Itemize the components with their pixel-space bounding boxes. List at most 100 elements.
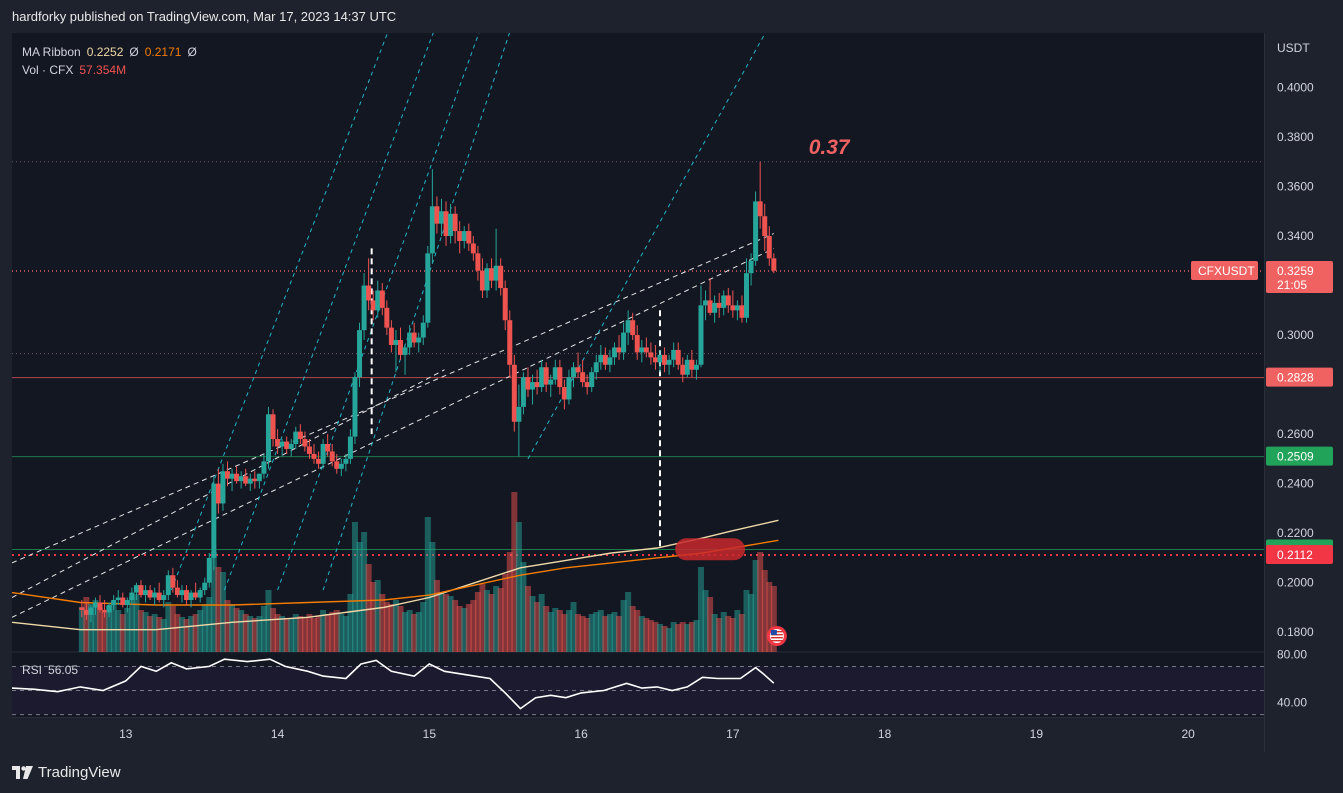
volume-bar	[748, 594, 755, 652]
candle-body	[224, 471, 230, 479]
volume-bar	[484, 590, 491, 652]
time-tick-label: 19	[1030, 727, 1044, 741]
phi-icon: Ø	[129, 45, 139, 59]
candle-body	[771, 258, 777, 271]
candle-body	[584, 382, 590, 388]
candle-body	[489, 268, 495, 281]
candle-body	[161, 595, 167, 601]
candle-body	[707, 300, 713, 313]
candle-body	[502, 288, 508, 321]
candle-body	[748, 260, 754, 274]
volume-bar	[383, 602, 390, 652]
candle-body	[97, 602, 103, 610]
volume-bar	[470, 600, 477, 652]
price-axis-countdown: 21:05	[1277, 278, 1307, 292]
volume-bar	[543, 606, 550, 652]
volume-bar	[629, 606, 636, 652]
volume-bar	[142, 612, 149, 652]
volume-bar	[260, 606, 267, 652]
candle-body	[507, 320, 513, 365]
price-tick-label: 0.2000	[1277, 576, 1314, 590]
candle-body	[393, 340, 399, 345]
volume-bar	[420, 602, 427, 652]
volume-bar	[529, 596, 536, 652]
candle-body	[757, 201, 763, 217]
tradingview-logo-icon	[12, 765, 33, 779]
volume-bar	[219, 572, 226, 652]
volume-bar	[174, 614, 181, 652]
volume-bar	[556, 610, 563, 652]
candle-body	[730, 305, 736, 311]
volume-bar	[688, 622, 695, 652]
time-axis[interactable]	[12, 717, 1264, 752]
price-axis-label: 0.2509	[1277, 450, 1314, 464]
candle-body	[639, 347, 645, 353]
volume-bar	[761, 570, 768, 652]
volume-bar	[652, 622, 659, 652]
candle-body	[611, 347, 617, 358]
trend-line	[223, 33, 434, 591]
volume-bar	[534, 602, 541, 652]
volume-bar	[233, 608, 240, 652]
candle-body	[111, 600, 117, 605]
volume-bar	[110, 602, 117, 652]
trend-line	[170, 33, 389, 591]
ma-ribbon-legend[interactable]: MA Ribbon 0.2252 Ø 0.2171 Ø	[22, 43, 197, 61]
volume-bar	[279, 616, 286, 652]
candle-body	[716, 302, 722, 308]
candle-body	[361, 285, 367, 331]
volume-bar	[738, 614, 745, 652]
candle-body	[443, 211, 449, 237]
candle-body	[680, 364, 686, 375]
candle-body	[397, 340, 403, 355]
candle-body	[525, 377, 531, 390]
volume-bar	[502, 574, 509, 652]
candle-body	[143, 590, 149, 596]
volume-legend[interactable]: Vol · CFX 57.354M	[22, 61, 197, 79]
candle-body	[593, 362, 599, 373]
rsi-legend[interactable]: RSI 56.05	[22, 663, 78, 677]
volume-bar	[684, 624, 691, 652]
time-tick-label: 15	[423, 727, 437, 741]
rsi-tick-label: 40.00	[1277, 696, 1307, 710]
price-axis[interactable]	[1264, 33, 1343, 752]
candle-body	[566, 377, 572, 400]
price-axis-label-bg	[1266, 446, 1333, 466]
volume-bar	[443, 594, 450, 652]
volume-bar	[584, 618, 591, 652]
volume-bar	[374, 580, 381, 652]
tradingview-logo[interactable]: TradingView	[12, 764, 121, 781]
volume-bar	[361, 532, 368, 652]
volume-bar	[156, 617, 163, 652]
candle-body	[129, 592, 135, 601]
candle-body	[92, 602, 98, 608]
volume-bar	[320, 610, 327, 652]
candle-body	[411, 332, 417, 343]
volume-bar	[347, 594, 354, 652]
candle-body	[475, 253, 481, 271]
phi-icon: Ø	[187, 45, 197, 59]
rsi-label: RSI	[22, 663, 43, 677]
candle-body	[630, 320, 636, 336]
candle-body	[265, 414, 271, 462]
candle-body	[648, 352, 654, 358]
footer-bar	[0, 752, 1343, 793]
volume-bar	[315, 616, 322, 652]
candle-body	[179, 590, 185, 596]
candle-body	[511, 364, 517, 422]
ma-ribbon-value-2: 0.2171	[144, 45, 182, 59]
volume-bar	[479, 584, 486, 652]
candle-body	[147, 590, 153, 598]
volume-bar	[752, 560, 759, 652]
volume-bar	[579, 616, 586, 652]
volume-bar	[575, 614, 582, 652]
candle-body	[470, 243, 476, 254]
candle-body	[338, 463, 344, 469]
candle-body	[657, 354, 663, 363]
volume-bar	[178, 617, 185, 652]
price-tick-label: 0.1800	[1277, 625, 1314, 639]
trend-line	[322, 33, 511, 591]
candle-body	[352, 377, 358, 437]
candle-body	[311, 453, 317, 459]
volume-bar	[119, 614, 126, 652]
